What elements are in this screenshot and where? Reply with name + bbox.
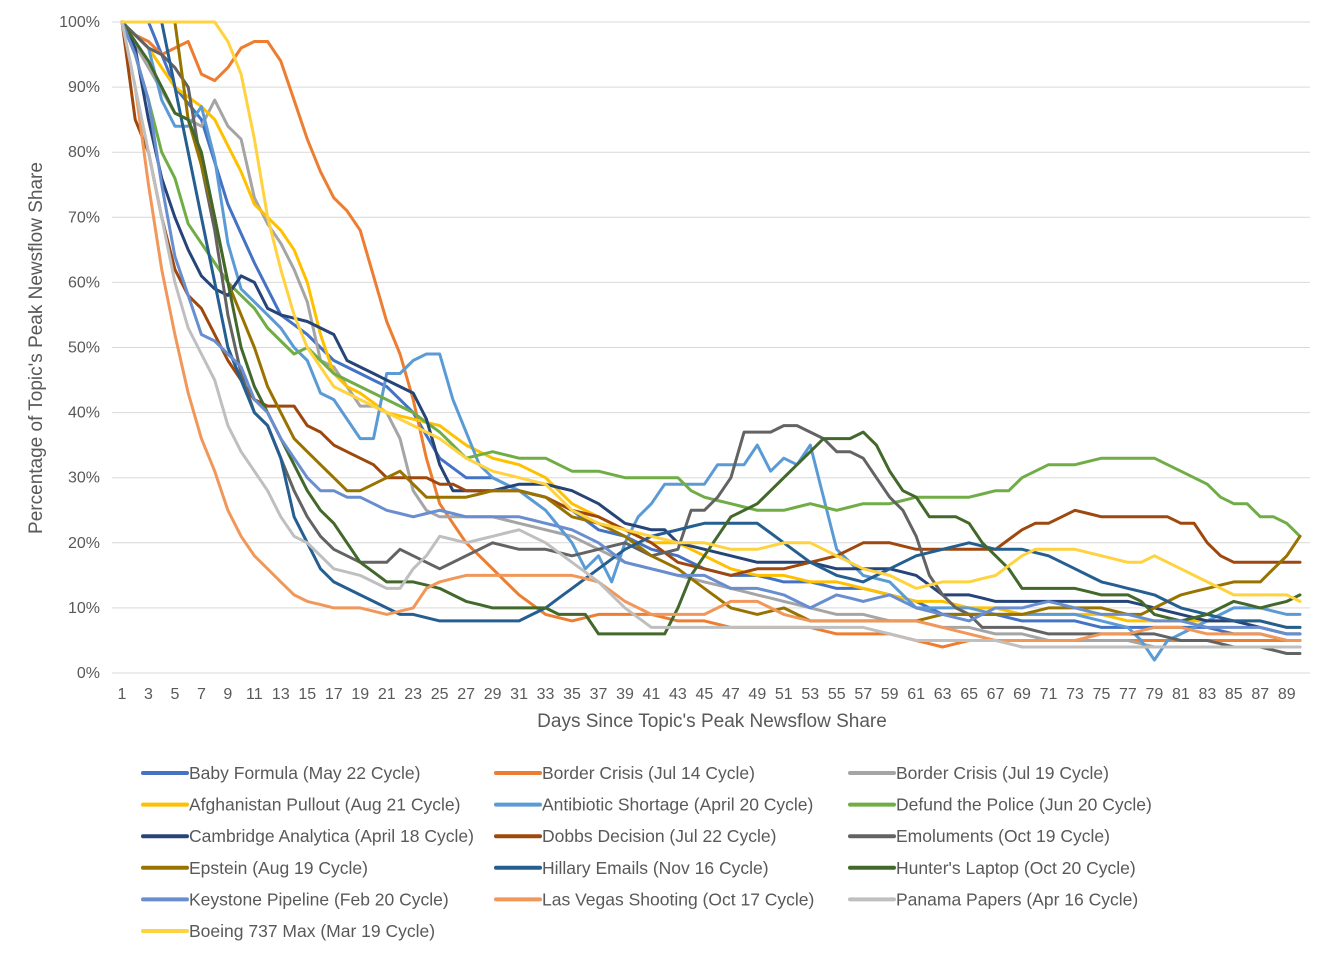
x-tick-label: 85 [1225,686,1243,703]
series-lines [120,20,1302,662]
y-tick-label: 20% [68,535,100,552]
x-tick-label: 35 [563,686,581,703]
x-tick-label: 27 [457,686,475,703]
x-tick-label: 51 [775,686,793,703]
x-axis-title: Days Since Topic's Peak Newsflow Share [537,711,887,732]
series-line-defund-the-police-jun-20-cycle [120,20,1302,538]
y-tick-label: 50% [68,340,100,357]
legend-label: Antibiotic Shortage (April 20 Cycle) [542,795,813,815]
x-tick-label: 47 [722,686,740,703]
x-tick-label: 49 [748,686,766,703]
series-line-las-vegas-shooting-oct-17-cycle [120,20,1302,642]
legend-label: Border Crisis (Jul 14 Cycle) [542,763,755,783]
y-tick-label: 10% [68,600,100,617]
series-line-border-crisis-jul-19-cycle [120,20,1302,649]
x-tick-label: 75 [1093,686,1111,703]
x-tick-label: 11 [246,686,263,703]
x-tick-label: 87 [1251,686,1269,703]
x-tick-label: 81 [1172,686,1190,703]
x-tick-label: 79 [1146,686,1164,703]
legend-label: Hillary Emails (Nov 16 Cycle) [542,858,769,878]
x-tick-label: 31 [510,686,528,703]
x-tick-label: 67 [987,686,1005,703]
y-tick-label: 80% [68,144,100,161]
legend-label: Las Vegas Shooting (Oct 17 Cycle) [542,889,814,909]
x-tick-label: 37 [590,686,608,703]
y-axis-ticks: 0% 10% 20% 30% 40% 50% 60% 70% 80% 90% 100% [59,14,100,682]
legend-label: Panama Papers (Apr 16 Cycle) [896,889,1138,909]
series-line-hunter-s-laptop-oct-20-cycle [120,20,1302,636]
x-tick-label: 21 [378,686,396,703]
x-tick-label: 3 [144,686,153,703]
y-tick-label: 90% [68,79,100,96]
x-tick-label: 59 [881,686,899,703]
legend-label: Baby Formula (May 22 Cycle) [189,763,420,783]
series-line-panama-papers-apr-16-cycle [120,20,1302,649]
legend-label: Cambridge Analytica (April 18 Cycle) [189,826,474,846]
x-axis-ticks: 1 3 5 7 9 11 13 15 17 19 21 23 25 27 29 31 33 35 37 39 41 43 4… [118,686,1296,703]
x-tick-label: 23 [404,686,422,703]
y-tick-label: 30% [68,470,100,487]
legend-label: Emoluments (Oct 19 Cycle) [896,826,1110,846]
x-tick-label: 71 [1040,686,1058,703]
x-tick-label: 25 [431,686,449,703]
x-tick-label: 77 [1119,686,1137,703]
series-line-boeing-737-max-mar-19-cycle [120,20,1302,603]
x-tick-label: 63 [934,686,952,703]
x-tick-label: 69 [1013,686,1031,703]
legend-label: Hunter's Laptop (Oct 20 Cycle) [896,858,1136,878]
x-tick-label: 43 [669,686,687,703]
x-tick-label: 29 [484,686,502,703]
x-tick-label: 57 [854,686,872,703]
x-tick-label: 33 [537,686,555,703]
x-tick-label: 65 [960,686,978,703]
x-tick-label: 13 [272,686,290,703]
series-line-keystone-pipeline-feb-20-cycle [120,20,1302,636]
x-tick-label: 53 [801,686,819,703]
series-line-hillary-emails-nov-16-cycle [120,20,1302,629]
x-tick-label: 7 [197,686,206,703]
legend-label: Defund the Police (Jun 20 Cycle) [896,795,1152,815]
x-tick-label: 41 [643,686,661,703]
legend-label: Afghanistan Pullout (Aug 21 Cycle) [189,795,460,815]
series-line-antibiotic-shortage-april-20-cycle [120,20,1302,662]
x-tick-label: 73 [1066,686,1084,703]
x-tick-label: 55 [828,686,846,703]
y-axis-title: Percentage of Topic's Peak Newsflow Shar… [26,162,47,534]
legend-label: Keystone Pipeline (Feb 20 Cycle) [189,889,449,909]
series-line-cambridge-analytica-april-18-cycle [120,20,1302,636]
x-tick-label: 9 [223,686,232,703]
x-tick-label: 1 [118,686,127,703]
legend-label: Boeing 737 Max (Mar 19 Cycle) [189,921,435,941]
x-tick-label: 17 [325,686,343,703]
x-tick-label: 83 [1198,686,1216,703]
x-tick-label: 61 [907,686,925,703]
x-tick-label: 39 [616,686,634,703]
series-line-dobbs-decision-jul-22-cycle [120,20,1302,577]
x-tick-label: 19 [351,686,369,703]
series-line-epstein-aug-19-cycle [120,20,1302,623]
x-tick-label: 45 [695,686,713,703]
y-tick-label: 100% [59,14,100,31]
y-tick-label: 60% [68,274,100,291]
y-tick-label: 70% [68,209,100,226]
x-tick-label: 5 [170,686,179,703]
x-tick-label: 89 [1278,686,1296,703]
legend-label: Epstein (Aug 19 Cycle) [189,858,368,878]
legend-label: Dobbs Decision (Jul 22 Cycle) [542,826,776,846]
x-tick-label: 15 [298,686,316,703]
gridlines [112,21,1310,674]
series-line-border-crisis-jul-14-cycle [120,20,1302,649]
y-tick-label: 40% [68,405,100,422]
legend: Baby Formula (May 22 Cycle) Border Crisis… [141,763,1152,941]
legend-label: Border Crisis (Jul 19 Cycle) [896,763,1109,783]
y-tick-label: 0% [77,665,100,682]
